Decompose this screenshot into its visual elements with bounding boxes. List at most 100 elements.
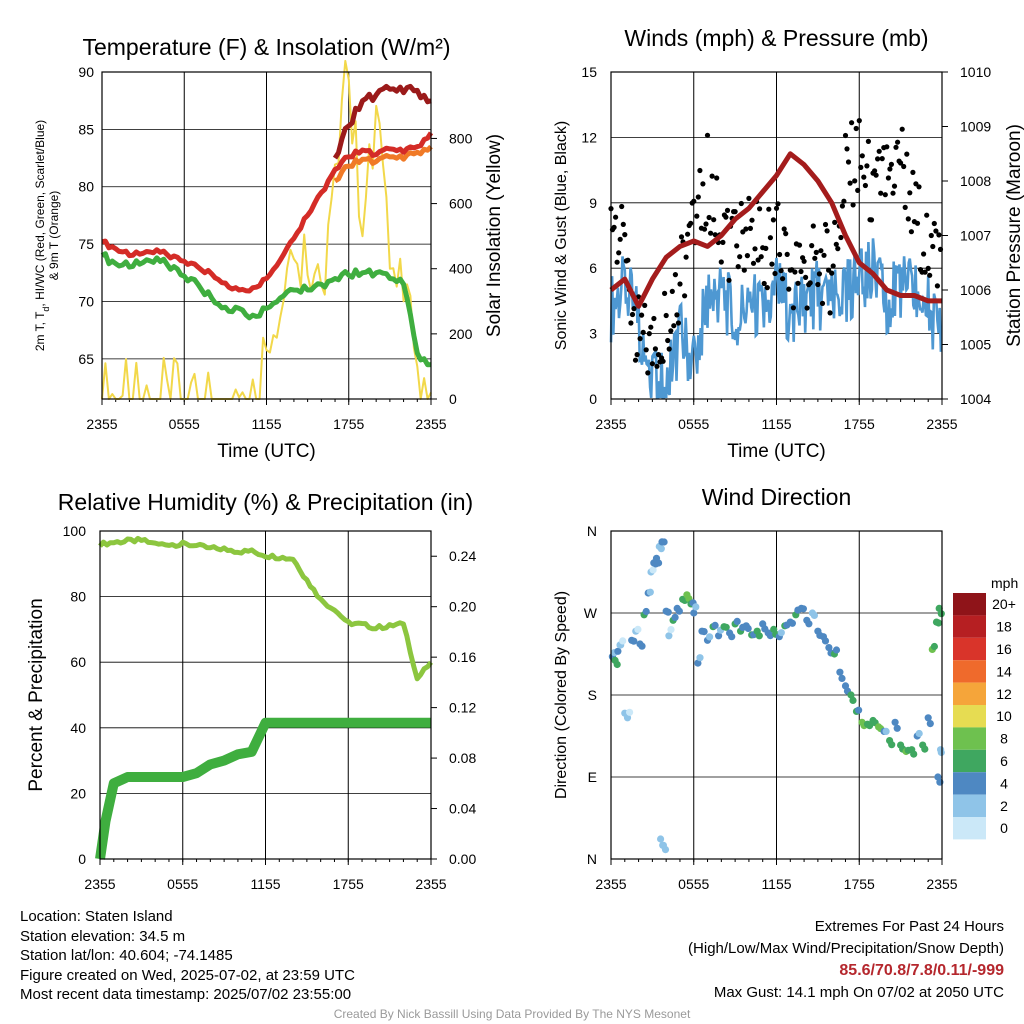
gust-point [697,167,703,174]
gust-point [879,156,885,162]
gust-point [888,161,895,167]
gust-point [737,254,743,260]
sonic-wind-line [609,238,943,400]
direction-tick-label: W [584,605,598,621]
chart-title: Temperature (F) & Insolation (W/m²) [82,34,450,60]
gust-point [812,255,818,261]
extremes-values: 85.6/70.8/7.8/0.11/-999 [839,962,1004,979]
gust-point [902,204,908,210]
gust-point [864,163,870,169]
gust-point [777,251,783,258]
time-tick-label: 2355 [595,876,626,892]
gust-point [645,370,651,376]
gust-point [927,272,933,278]
left-tick-label: 20 [70,785,86,801]
gust-point [845,159,852,165]
precipitation-line [95,717,431,860]
gust-point [801,258,807,264]
gust-point [649,361,656,367]
direction-point [690,609,698,617]
direction-point [924,714,932,722]
gust-point [852,178,858,184]
gust-point [631,306,637,312]
direction-point [657,545,665,553]
gust-point [807,280,813,286]
gust-point [652,346,659,352]
gust-point [882,192,888,198]
gust-point [839,203,846,209]
direction-point [805,620,813,628]
right-tick-label: 800 [449,130,473,146]
timestamp-line: Most recent data timestamp: 2025/07/02 2… [20,986,352,1003]
time-tick-label: 1755 [333,876,364,892]
gust-point [685,231,691,237]
gust-point [726,277,732,283]
gust-point [796,242,803,248]
colorbar-label: 12 [996,686,1012,702]
gust-point [700,181,706,187]
gust-point [763,245,769,251]
elevation-line: Station elevation: 34.5 m [20,927,186,945]
direction-point [613,660,621,669]
gust-point [821,252,827,258]
right-tick-label: 0.20 [449,599,476,615]
gust-point [648,324,654,330]
gust-point [711,217,717,223]
location-line: Location: Staten Island [20,908,173,925]
direction-point [849,696,857,705]
gust-point [849,120,855,126]
gust-point [694,213,700,219]
gust-point [766,206,772,212]
right-tick-label: 1006 [960,282,991,298]
direction-point [866,722,874,730]
gust-point [734,243,740,249]
right-tick-label: 1007 [960,228,991,244]
direction-point [847,691,855,699]
gust-point [815,281,821,288]
gust-point [775,201,781,207]
direction-point [626,708,634,716]
plot-frame [610,71,943,400]
colorbar-label: 0 [1000,820,1008,836]
gust-point [620,221,626,227]
direction-point [722,623,730,631]
gust-point [832,219,838,225]
direction-point [810,611,819,620]
plot-frame [610,530,943,860]
gust-point [933,228,939,234]
direction-point [915,729,923,738]
time-tick-label: 0555 [678,876,709,892]
colorbar-label: 16 [996,641,1012,657]
gust-point [803,274,809,280]
right-tick-label: 1010 [960,64,991,80]
gust-point [646,331,652,337]
left-tick-label: 40 [70,720,86,736]
gust-point [632,357,639,363]
direction-point [838,674,846,683]
colorbar-swatch [953,615,986,638]
left-tick-label: 75 [78,236,94,252]
gust-point [743,226,749,232]
direction-point [888,741,896,749]
direction-point [921,745,929,753]
gust-point [859,153,865,159]
gust-point [790,305,797,311]
credit-footer: Created By Nick Bassill Using Data Provi… [333,1007,691,1021]
direction-tick-label: N [587,851,597,867]
gust-point [890,190,896,196]
gust-point [706,214,712,221]
gust-point [833,241,839,247]
gust-point [781,226,787,232]
gust-point [752,246,758,252]
gust-point [914,220,921,226]
gust-point [695,194,701,200]
gust-point [622,232,628,238]
right-tick-label: 1004 [960,391,991,407]
gust-point [675,320,682,326]
gust-point [735,264,741,270]
right-tick-label: 0.16 [449,649,476,665]
gust-point [905,216,911,222]
left-tick-label: 80 [78,179,94,195]
chart-title: Relative Humidity (%) & Precipitation (i… [58,489,473,515]
gust-point [773,205,780,211]
